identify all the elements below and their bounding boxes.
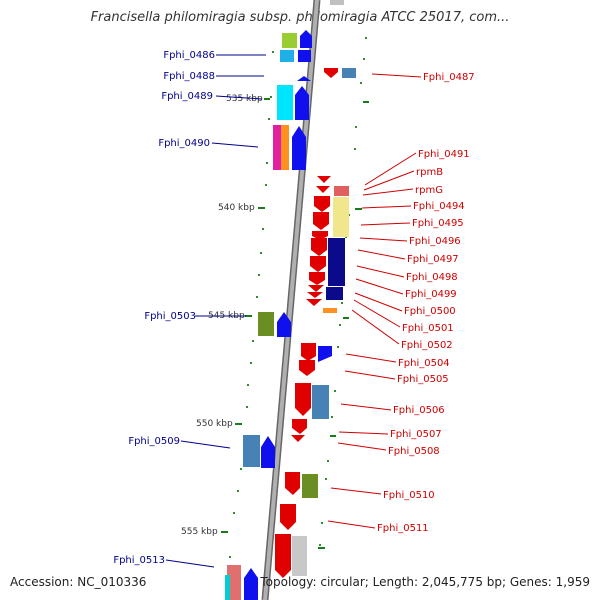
gene-arrow[interactable] bbox=[309, 272, 325, 285]
gene-label-right[interactable]: Fphi_0496 bbox=[409, 236, 461, 247]
gene-arrow[interactable] bbox=[280, 504, 296, 530]
gene-label-right[interactable]: Fphi_0494 bbox=[413, 201, 465, 212]
gene-block[interactable] bbox=[333, 197, 349, 237]
gene-label-right[interactable]: rpmB bbox=[416, 167, 443, 178]
gene-arrow[interactable] bbox=[324, 68, 338, 78]
gene-label-right[interactable]: Fphi_0504 bbox=[398, 358, 450, 369]
gene-block[interactable] bbox=[280, 50, 294, 62]
gene-arrow[interactable] bbox=[295, 86, 309, 120]
gene-block[interactable] bbox=[273, 125, 281, 170]
gene-arrow[interactable] bbox=[307, 292, 323, 298]
gene-arrow[interactable] bbox=[300, 30, 312, 48]
gene-label-right[interactable]: Fphi_0511 bbox=[377, 523, 429, 534]
right-callouts bbox=[327, 73, 422, 529]
gene-arrow[interactable] bbox=[295, 383, 311, 416]
gene-arrow[interactable] bbox=[301, 343, 316, 361]
gene-label-left[interactable]: Fphi_0489 bbox=[161, 91, 213, 102]
gene-label-right[interactable]: Fphi_0499 bbox=[405, 289, 457, 300]
gene-arrow[interactable] bbox=[308, 285, 324, 292]
left-dot-track bbox=[229, 51, 274, 558]
gene-arrow[interactable] bbox=[275, 534, 291, 578]
gene-label-right[interactable]: Fphi_0508 bbox=[388, 446, 440, 457]
gene-arrow[interactable] bbox=[306, 299, 322, 306]
gene-block[interactable] bbox=[326, 287, 343, 300]
kbp-tick-marks bbox=[221, 98, 369, 549]
gene-label-left[interactable]: Fphi_0513 bbox=[113, 555, 165, 566]
gene-block[interactable] bbox=[328, 238, 345, 286]
gene-label-right[interactable]: Fphi_0501 bbox=[402, 323, 454, 334]
gene-label-left[interactable]: Fphi_0486 bbox=[163, 50, 215, 61]
right-label-group: Fphi_0487 Fphi_0491 rpmB rpmG Fphi_0494 … bbox=[377, 72, 475, 534]
gene-label-right[interactable]: Fphi_0506 bbox=[393, 405, 445, 416]
gene-arrow[interactable] bbox=[285, 472, 300, 495]
map-title: Francisella philomiragia subsp. philomir… bbox=[90, 10, 510, 25]
genome-summary-text: Topology: circular; Length: 2,045,775 bp… bbox=[260, 575, 590, 589]
gene-label-left[interactable]: Fphi_0488 bbox=[163, 71, 215, 82]
gene-arrow[interactable] bbox=[310, 256, 326, 272]
gene-block[interactable] bbox=[277, 85, 293, 120]
gene-label-left[interactable]: Fphi_0509 bbox=[128, 436, 180, 447]
gene-block[interactable] bbox=[312, 385, 329, 419]
gene-block[interactable] bbox=[298, 50, 311, 62]
gene-label-left[interactable]: Fphi_0503 bbox=[144, 311, 196, 322]
gene-block[interactable] bbox=[225, 575, 230, 600]
gene-block[interactable] bbox=[334, 186, 349, 196]
left-label-group: Fphi_0486 Fphi_0488 Fphi_0489 Fphi_0490 … bbox=[113, 50, 215, 566]
gene-label-right[interactable]: Fphi_0507 bbox=[390, 429, 442, 440]
gene-block[interactable] bbox=[258, 312, 274, 336]
gene-arrow[interactable] bbox=[277, 312, 291, 337]
gene-label-right[interactable]: Fphi_0487 bbox=[423, 72, 475, 83]
gene-block[interactable] bbox=[330, 0, 344, 5]
gene-block[interactable] bbox=[302, 474, 318, 498]
gene-label-right[interactable]: Fphi_0500 bbox=[404, 306, 456, 317]
gene-arrow[interactable] bbox=[316, 186, 330, 193]
kbp-label: 550 kbp bbox=[196, 419, 233, 429]
gene-label-right[interactable]: Fphi_0505 bbox=[397, 374, 449, 385]
gene-label-right[interactable]: Fphi_0510 bbox=[383, 490, 435, 501]
gene-block[interactable] bbox=[342, 68, 356, 78]
gene-label-right[interactable]: rpmG bbox=[415, 185, 443, 196]
gene-arrow[interactable] bbox=[318, 346, 332, 362]
gene-label-left[interactable]: Fphi_0490 bbox=[158, 138, 210, 149]
gene-label-right[interactable]: Fphi_0491 bbox=[418, 149, 470, 160]
gene-label-right[interactable]: Fphi_0497 bbox=[407, 254, 459, 265]
gene-arrow[interactable] bbox=[292, 419, 307, 434]
gene-arrow[interactable] bbox=[311, 238, 327, 256]
gene-block[interactable] bbox=[243, 435, 260, 467]
gene-block[interactable] bbox=[292, 536, 307, 576]
gene-arrow[interactable] bbox=[317, 176, 331, 183]
gene-arrow[interactable] bbox=[261, 436, 275, 468]
left-callouts bbox=[165, 54, 266, 568]
gene-arrow[interactable] bbox=[244, 568, 258, 600]
kbp-label: 555 kbp bbox=[181, 527, 218, 537]
gene-label-right[interactable]: Fphi_0502 bbox=[401, 340, 453, 351]
accession-text: Accession: NC_010336 bbox=[10, 575, 147, 589]
kbp-label: 540 kbp bbox=[218, 203, 255, 213]
gene-label-right[interactable]: Fphi_0498 bbox=[406, 272, 458, 283]
gene-block[interactable] bbox=[281, 125, 289, 170]
kbp-label: 535 kbp bbox=[226, 94, 263, 104]
gene-arrow[interactable] bbox=[291, 435, 305, 442]
gene-block[interactable] bbox=[227, 565, 241, 600]
left-genes bbox=[225, 30, 312, 600]
gene-block[interactable] bbox=[282, 33, 297, 48]
gene-arrow[interactable] bbox=[314, 196, 330, 212]
right-genes bbox=[275, 0, 356, 578]
gene-arrow[interactable] bbox=[299, 360, 315, 376]
gene-arrow[interactable] bbox=[313, 212, 329, 230]
gene-arrow[interactable] bbox=[292, 126, 306, 170]
gene-block[interactable] bbox=[323, 308, 337, 313]
gene-label-right[interactable]: Fphi_0495 bbox=[412, 218, 464, 229]
gene-arrow[interactable] bbox=[297, 76, 311, 81]
gene-arrow[interactable] bbox=[312, 231, 328, 240]
